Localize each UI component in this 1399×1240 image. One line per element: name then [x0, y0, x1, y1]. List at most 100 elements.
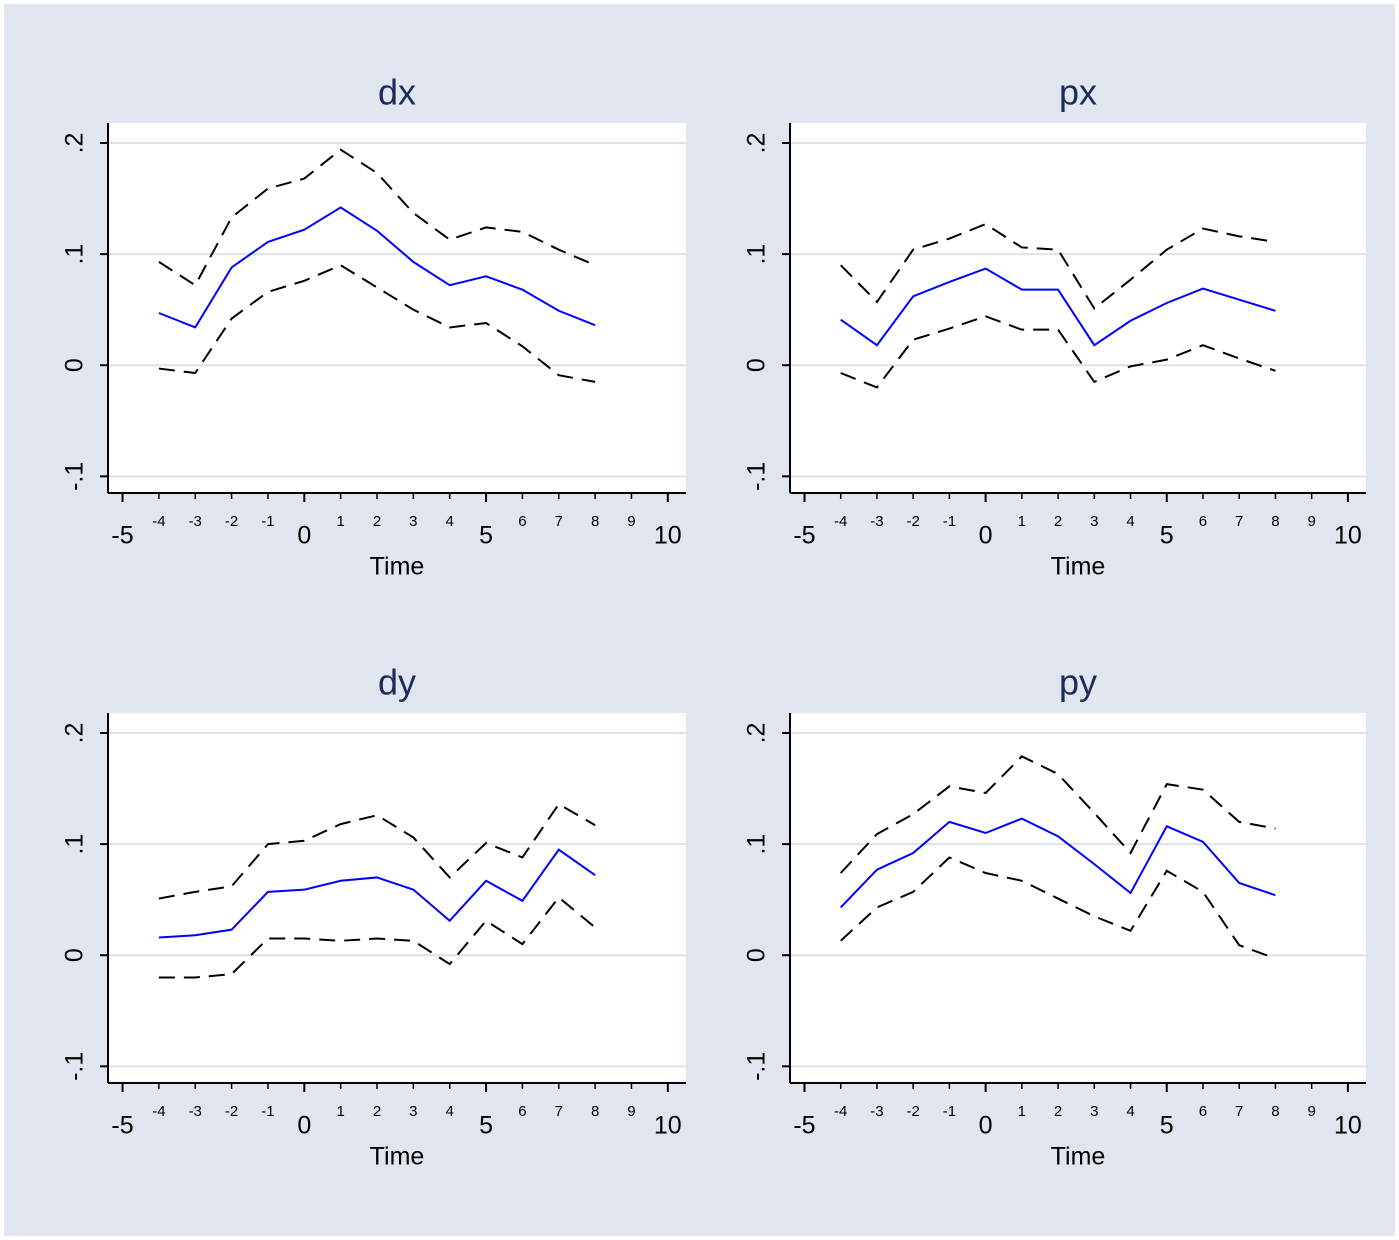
- y-tick-label: 0: [61, 358, 89, 372]
- x-minor-tick-label: -3: [189, 513, 202, 530]
- x-minor-tick-label: -2: [906, 1103, 919, 1120]
- x-axis-label: Time: [1051, 1143, 1106, 1171]
- x-minor-tick-label: 6: [518, 513, 526, 530]
- x-minor-tick-label: 3: [409, 1103, 417, 1120]
- series-line: [158, 896, 596, 979]
- series-line: [840, 315, 1276, 389]
- x-minor-tick-label: 1: [1018, 1103, 1026, 1120]
- x-minor-tick-label: 3: [1090, 1103, 1098, 1120]
- x-minor-tick-label: 4: [446, 1103, 454, 1120]
- x-minor-tick-label: -2: [906, 513, 919, 530]
- x-tick-label: 5: [1160, 522, 1174, 550]
- x-axis-label: Time: [1051, 553, 1106, 581]
- x-minor-tick-label: -1: [943, 513, 956, 530]
- x-tick-label: 0: [979, 1112, 993, 1140]
- y-tick-label: .1: [743, 834, 771, 855]
- panel-title: dy: [378, 662, 416, 703]
- x-tick-label: 0: [297, 1112, 311, 1140]
- x-minor-tick-label: -4: [152, 513, 165, 530]
- x-minor-tick-label: 4: [1126, 513, 1134, 530]
- x-tick-label: 10: [1334, 1112, 1362, 1140]
- x-minor-tick-label: -2: [225, 1103, 238, 1120]
- x-minor-tick-label: 8: [1271, 1103, 1279, 1120]
- y-tick-label: .1: [61, 834, 89, 855]
- x-minor-tick-label: 8: [1271, 513, 1279, 530]
- series-line: [158, 802, 596, 900]
- series-line: [158, 206, 596, 329]
- y-tick-label: .2: [61, 133, 89, 154]
- x-minor-tick-label: 2: [373, 1103, 381, 1120]
- x-minor-tick-label: 6: [1199, 513, 1207, 530]
- x-tick-label: 10: [654, 522, 682, 550]
- x-minor-tick-label: 7: [1235, 513, 1243, 530]
- x-tick-label: 0: [979, 522, 993, 550]
- y-tick-label: -.1: [743, 462, 771, 491]
- panel-title: py: [1059, 662, 1097, 703]
- y-tick-label: .1: [743, 244, 771, 265]
- x-minor-tick-label: 7: [555, 513, 563, 530]
- series-line: [840, 267, 1276, 347]
- x-minor-tick-label: 8: [591, 513, 599, 530]
- panel-title: px: [1059, 72, 1097, 113]
- x-tick-label: 10: [654, 1112, 682, 1140]
- x-minor-tick-label: 3: [409, 513, 417, 530]
- x-minor-tick-label: -3: [870, 1103, 883, 1120]
- x-minor-tick-label: 1: [336, 1103, 344, 1120]
- series-line: [839, 817, 1276, 909]
- y-tick-label: -.1: [743, 1052, 771, 1081]
- series-line: [158, 264, 596, 383]
- x-tick-label: -5: [111, 1112, 133, 1140]
- panel-title: dx: [378, 72, 416, 113]
- x-tick-label: -5: [793, 522, 815, 550]
- plot-area: [108, 713, 686, 1083]
- y-tick-label: 0: [61, 948, 89, 962]
- x-minor-tick-label: 7: [1235, 1103, 1243, 1120]
- x-tick-label: 5: [479, 1112, 493, 1140]
- y-tick-label: .2: [61, 723, 89, 744]
- y-tick-label: 0: [743, 358, 771, 372]
- series-line: [158, 848, 596, 939]
- panel: px -.1 0 .1 .2 -5 0 5 10 -4 -3 -2 -1 1 2 3 4 6 7 8 9 Time: [743, 72, 1366, 581]
- x-minor-tick-label: 8: [591, 1103, 599, 1120]
- x-minor-tick-label: 6: [518, 1103, 526, 1120]
- x-tick-label: 0: [297, 522, 311, 550]
- x-minor-tick-label: 7: [555, 1103, 563, 1120]
- x-minor-tick-label: -2: [225, 513, 238, 530]
- x-tick-label: 5: [479, 522, 493, 550]
- panel: py -.1 0 .1 .2 -5 0 5 10 -4 -3 -2 -1 1 2 3 4 6 7 8 9 Time: [743, 662, 1366, 1171]
- y-tick-label: .2: [743, 723, 771, 744]
- y-tick-label: -.1: [61, 462, 89, 491]
- x-minor-tick-label: 3: [1090, 513, 1098, 530]
- x-minor-tick-label: -1: [943, 1103, 956, 1120]
- series-line: [840, 222, 1276, 311]
- x-minor-tick-label: -1: [261, 513, 274, 530]
- x-minor-tick-label: 9: [627, 513, 635, 530]
- x-tick-label: 5: [1160, 1112, 1174, 1140]
- x-minor-tick-label: -3: [870, 513, 883, 530]
- x-minor-tick-label: 9: [627, 1103, 635, 1120]
- x-minor-tick-label: 2: [1054, 513, 1062, 530]
- plot-area: [108, 123, 686, 493]
- y-tick-label: .1: [61, 244, 89, 265]
- x-minor-tick-label: 4: [446, 513, 454, 530]
- x-minor-tick-label: -4: [834, 1103, 847, 1120]
- plot-area: [790, 123, 1366, 493]
- plot-area: [790, 713, 1366, 1083]
- x-minor-tick-label: -4: [834, 513, 847, 530]
- x-minor-tick-label: -1: [261, 1103, 274, 1120]
- x-axis-label: Time: [370, 1143, 425, 1171]
- x-minor-tick-label: 4: [1126, 1103, 1134, 1120]
- x-minor-tick-label: 2: [373, 513, 381, 530]
- x-axis-label: Time: [370, 553, 425, 581]
- panel: dy -.1 0 .1 .2 -5 0 5 10 -4 -3 -2 -1 1 2 3 4 6 7 8 9 Time: [61, 662, 686, 1171]
- x-minor-tick-label: 1: [1018, 513, 1026, 530]
- x-minor-tick-label: -4: [152, 1103, 165, 1120]
- x-tick-label: 10: [1334, 522, 1362, 550]
- x-minor-tick-label: 2: [1054, 1103, 1062, 1120]
- panel: dx -.1 0 .1 .2 -5 0 5 10 -4 -3 -2 -1 1 2 3 4 6 7 8 9 Time: [61, 72, 686, 581]
- x-minor-tick-label: -3: [189, 1103, 202, 1120]
- x-minor-tick-label: 9: [1307, 513, 1315, 530]
- series-line: [839, 755, 1276, 874]
- y-tick-label: .2: [743, 133, 771, 154]
